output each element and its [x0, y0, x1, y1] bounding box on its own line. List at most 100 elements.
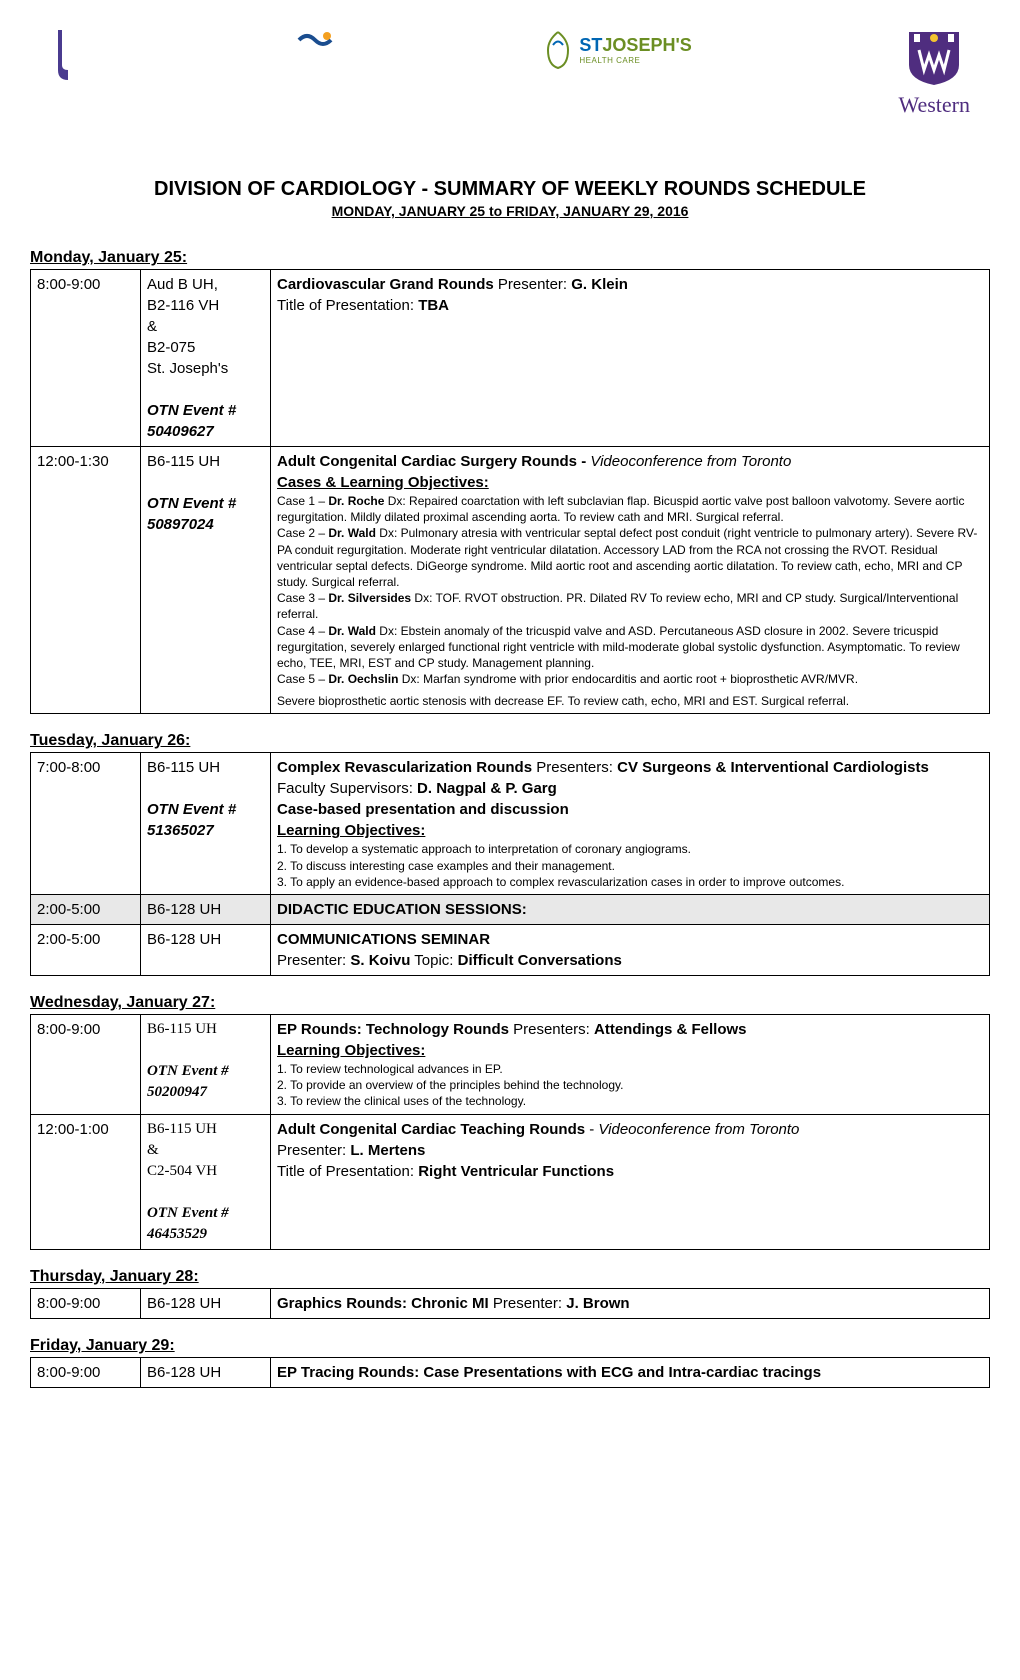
schedule-table-fri: 8:00-9:00 B6-128 UH EP Tracing Rounds: C… — [30, 1357, 990, 1388]
logo-st-josephs: STJOSEPH'S HEALTH CARE — [543, 30, 691, 70]
faculty: D. Nagpal & P. Garg — [417, 780, 557, 797]
case-text: Case 5 – Dr. Oechslin Dx: Marfan syndrom… — [277, 671, 983, 687]
time-cell: 8:00-9:00 — [31, 1288, 141, 1318]
schedule-table-wed: 8:00-9:00 B6-115 UH OTN Event # 50200947… — [30, 1014, 990, 1250]
presenter-name: J. Brown — [566, 1295, 629, 1312]
day-header-thu: Thursday, January 28: — [30, 1268, 990, 1286]
otn-label: OTN Event # — [147, 495, 236, 512]
sj-joseph: JOSEPH'S — [602, 35, 691, 55]
table-row: 8:00-9:00 B6-128 UH EP Tracing Rounds: C… — [31, 1357, 990, 1387]
location-cell: B6-115 UH OTN Event # 50200947 — [141, 1015, 271, 1115]
schedule-table-tue: 7:00-8:00 B6-115 UH OTN Event # 51365027… — [30, 752, 990, 976]
logo-row: STJOSEPH'S HEALTH CARE Western — [30, 30, 990, 118]
sj-sub: HEALTH CARE — [579, 56, 691, 65]
lo-item: 3. To apply an evidence-based approach t… — [277, 874, 983, 890]
session-title-italic: Videoconference from Toronto — [598, 1121, 799, 1138]
otn-number: 50409627 — [147, 423, 214, 440]
session-title: Graphics Rounds: Chronic MI — [277, 1295, 489, 1312]
time-cell: 2:00-5:00 — [31, 895, 141, 925]
location-cell: B6-128 UH — [141, 1288, 271, 1318]
page-subtitle: MONDAY, JANUARY 25 to FRIDAY, JANUARY 29… — [30, 203, 990, 219]
otn-label: OTN Event # — [147, 402, 236, 419]
cases-header: Cases & Learning Objectives: — [277, 474, 489, 491]
table-row: 12:00-1:30 B6-115 UH OTN Event # 5089702… — [31, 447, 990, 714]
schedule-table-mon: 8:00-9:00 Aud B UH, B2-116 VH & B2-075 S… — [30, 269, 990, 714]
presenter-name: G. Klein — [571, 276, 628, 293]
location-cell: B6-115 UH OTN Event # 51365027 — [141, 753, 271, 895]
presenter-label: Presenter: — [277, 952, 350, 969]
line3: Case-based presentation and discussion — [277, 801, 569, 818]
body-cell: Adult Congenital Cardiac Surgery Rounds … — [271, 447, 990, 714]
lo-header: Learning Objectives: — [277, 1042, 425, 1059]
day-header-mon: Monday, January 25: — [30, 249, 990, 267]
loc-line: B6-115 UH — [147, 453, 220, 470]
page-title: DIVISION OF CARDIOLOGY - SUMMARY OF WEEK… — [30, 178, 990, 201]
table-row: 8:00-9:00 B6-115 UH OTN Event # 50200947… — [31, 1015, 990, 1115]
faculty-label: Faculty Supervisors: — [277, 780, 417, 797]
otn-number: 50200947 — [147, 1084, 207, 1100]
loc-line: & — [147, 318, 157, 335]
lo-item: 1. To review technological advances in E… — [277, 1061, 983, 1077]
time-cell: 2:00-5:00 — [31, 925, 141, 976]
presenters: Attendings & Fellows — [594, 1021, 747, 1038]
pres-title-label: Title of Presentation: — [277, 1163, 418, 1180]
location-cell: B6-128 UH — [141, 895, 271, 925]
logo-svs — [297, 30, 337, 55]
table-row: 12:00-1:00 B6-115 UH & C2-504 VH OTN Eve… — [31, 1114, 990, 1249]
pres-title-label: Title of Presentation: — [277, 297, 418, 314]
lo-item: 2. To provide an overview of the princip… — [277, 1077, 983, 1093]
session-title: Adult Congenital Cardiac Surgery Rounds … — [277, 453, 590, 470]
table-row: 7:00-8:00 B6-115 UH OTN Event # 51365027… — [31, 753, 990, 895]
table-row: 8:00-9:00 B6-128 UH Graphics Rounds: Chr… — [31, 1288, 990, 1318]
table-row: 2:00-5:00 B6-128 UH COMMUNICATIONS SEMIN… — [31, 925, 990, 976]
loc-line: B6-115 UH — [147, 759, 220, 776]
time-cell: 12:00-1:00 — [31, 1114, 141, 1249]
body-cell: EP Rounds: Technology Rounds Presenters:… — [271, 1015, 990, 1115]
session-title: Adult Congenital Cardiac Teaching Rounds — [277, 1121, 585, 1138]
case-text: Case 3 – Dr. Silversides Dx: TOF. RVOT o… — [277, 590, 983, 622]
presenter-label: Presenter: — [494, 276, 572, 293]
time-cell: 8:00-9:00 — [31, 1357, 141, 1387]
location-cell: B6-115 UH & C2-504 VH OTN Event # 464535… — [141, 1114, 271, 1249]
sep: - — [585, 1121, 598, 1138]
loc-line: B2-116 VH — [147, 297, 219, 314]
case-text: Case 1 – Dr. Roche Dx: Repaired coarctat… — [277, 493, 983, 525]
day-header-wed: Wednesday, January 27: — [30, 994, 990, 1012]
western-text: Western — [898, 92, 970, 118]
logo-placeholder-left — [50, 30, 90, 85]
case-footer: Severe bioprosthetic aortic stenosis wit… — [277, 693, 983, 709]
session-title: Cardiovascular Grand Rounds — [277, 276, 494, 293]
time-cell: 8:00-9:00 — [31, 270, 141, 447]
loc-line: & — [147, 1142, 159, 1158]
loc-line: B2-075 — [147, 339, 195, 356]
body-cell: EP Tracing Rounds: Case Presentations wi… — [271, 1357, 990, 1387]
loc-line: B6-115 UH — [147, 1121, 217, 1137]
otn-label: OTN Event # — [147, 801, 236, 818]
time-cell: 8:00-9:00 — [31, 1015, 141, 1115]
presenter-label: Presenter: — [277, 1142, 350, 1159]
session-title: COMMUNICATIONS SEMINAR — [277, 931, 490, 948]
case-text: Case 4 – Dr. Wald Dx: Ebstein anomaly of… — [277, 623, 983, 672]
pres-title: TBA — [418, 297, 449, 314]
loc-line: St. Joseph's — [147, 360, 228, 377]
location-cell: B6-115 UH OTN Event # 50897024 — [141, 447, 271, 714]
lo-item: 2. To discuss interesting case examples … — [277, 858, 983, 874]
session-title-post: : Case Presentations with ECG and Intra-… — [414, 1364, 821, 1381]
loc-line: C2-504 VH — [147, 1163, 217, 1179]
case-text: Case 2 – Dr. Wald Dx: Pulmonary atresia … — [277, 525, 983, 590]
schedule-table-thu: 8:00-9:00 B6-128 UH Graphics Rounds: Chr… — [30, 1288, 990, 1319]
presenter-name: S. Koivu — [350, 952, 410, 969]
lo-item: 3. To review the clinical uses of the te… — [277, 1093, 983, 1109]
lo-header: Learning Objectives: — [277, 822, 425, 839]
session-title: EP Rounds: Technology Rounds — [277, 1021, 509, 1038]
presenters-label: Presenters: — [509, 1021, 594, 1038]
session-title: Complex Revascularization Rounds — [277, 759, 532, 776]
logo-western: Western — [898, 30, 970, 118]
table-row: 2:00-5:00 B6-128 UH DIDACTIC EDUCATION S… — [31, 895, 990, 925]
presenter-label: Presenter: — [489, 1295, 567, 1312]
presenters-label: Presenters: — [532, 759, 617, 776]
body-cell: Adult Congenital Cardiac Teaching Rounds… — [271, 1114, 990, 1249]
topic: Difficult Conversations — [458, 952, 622, 969]
day-header-fri: Friday, January 29: — [30, 1337, 990, 1355]
day-header-tue: Tuesday, January 26: — [30, 732, 990, 750]
